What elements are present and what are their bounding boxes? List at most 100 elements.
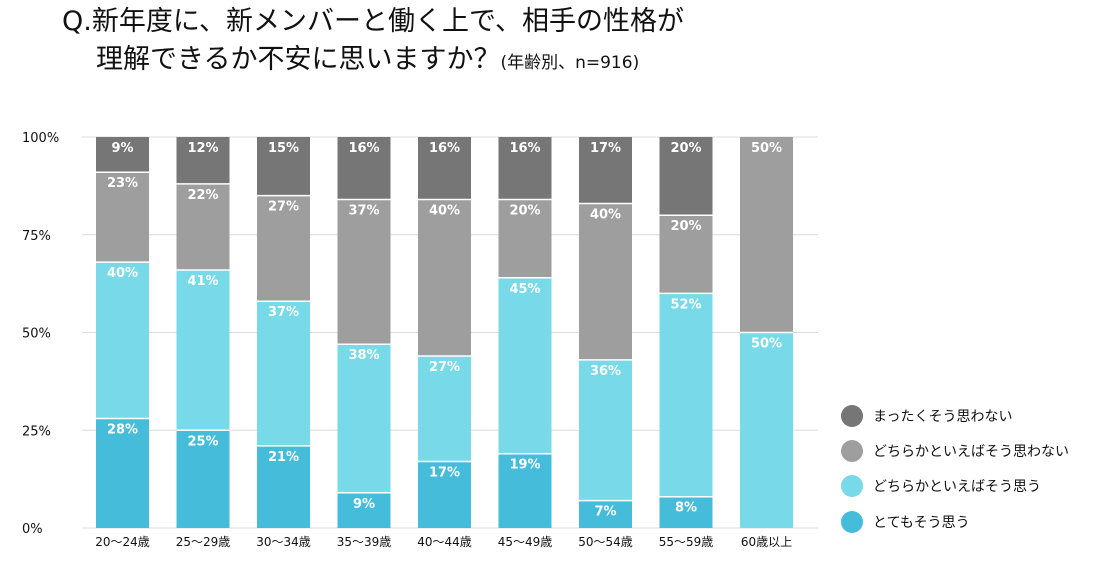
data-label: 22% bbox=[187, 188, 218, 203]
bar-segment bbox=[659, 496, 713, 528]
legend-item: まったくそう思わない bbox=[841, 398, 1069, 433]
legend-label: どちらかといえばそう思わない bbox=[873, 443, 1069, 460]
bar-segment bbox=[176, 269, 230, 431]
bar-segment bbox=[257, 445, 310, 528]
chart-title-main: 理解できるか不安に思いますか？ bbox=[96, 44, 501, 75]
data-label: 9% bbox=[111, 141, 133, 156]
data-label: 40% bbox=[107, 266, 138, 281]
bar-segment bbox=[337, 137, 391, 200]
bar-segment bbox=[418, 199, 471, 356]
bar-segment bbox=[498, 199, 552, 278]
legend-label: まったくそう思わない bbox=[873, 408, 1013, 425]
data-label: 7% bbox=[594, 505, 616, 520]
data-label: 17% bbox=[429, 466, 460, 481]
data-label: 50% bbox=[751, 337, 782, 352]
legend-swatch bbox=[841, 510, 863, 533]
data-label: 41% bbox=[187, 274, 218, 289]
bar-segment bbox=[176, 183, 230, 270]
bar-segment bbox=[337, 492, 391, 528]
x-tick-label: 45〜49歳 bbox=[498, 535, 553, 549]
x-axis: 20〜24歳 25〜29歳 30〜34歳 35〜39歳 40〜44歳 45〜49歳 50〜5… bbox=[95, 535, 792, 549]
data-label: 9% bbox=[353, 497, 375, 512]
data-label: 38% bbox=[348, 348, 379, 363]
bar-segment bbox=[176, 430, 230, 528]
bar-segment bbox=[257, 301, 310, 446]
x-tick-label: 40〜44歳 bbox=[417, 535, 472, 549]
bar-segment bbox=[659, 137, 713, 216]
y-tick-label: 50% bbox=[22, 327, 51, 342]
bar-segment bbox=[579, 500, 632, 528]
data-label: 20% bbox=[670, 219, 701, 234]
bar-segment bbox=[579, 137, 632, 204]
data-label: 8% bbox=[675, 501, 697, 516]
x-tick-label: 25〜29歳 bbox=[176, 535, 231, 549]
x-tick-label: 50〜54歳 bbox=[578, 535, 633, 549]
legend-swatch bbox=[841, 439, 863, 462]
data-label: 20% bbox=[670, 141, 701, 156]
data-label: 12% bbox=[187, 141, 218, 156]
bar-segment bbox=[418, 355, 471, 462]
chart-title-line2: 理解できるか不安に思いますか？(年齢別、n=916) bbox=[96, 42, 639, 81]
legend-item: どちらかといえばそう思わない bbox=[841, 433, 1069, 468]
bar-segment bbox=[176, 137, 230, 184]
bar-segment bbox=[579, 359, 632, 501]
y-tick-label: 75% bbox=[22, 229, 51, 244]
legend-item: とてもそう思う bbox=[841, 504, 1069, 539]
chart-title-line1: Q.新年度に、新メンバーと働く上で、相手の性格が bbox=[62, 6, 684, 37]
legend-label: どちらかといえばそう思う bbox=[873, 479, 1041, 496]
data-label: 16% bbox=[348, 141, 379, 156]
data-label: 16% bbox=[509, 141, 540, 156]
y-tick-label: 0% bbox=[22, 522, 43, 537]
data-label: 36% bbox=[590, 364, 621, 379]
bar-segment bbox=[659, 293, 713, 497]
data-label: 50% bbox=[751, 141, 782, 156]
legend: まったくそう思わないどちらかといえばそう思わない どちらかといえばそう思う とてもそ… bbox=[841, 398, 1069, 539]
data-label: 27% bbox=[429, 360, 460, 375]
bar-segment bbox=[579, 203, 632, 360]
data-label: 28% bbox=[107, 423, 138, 438]
y-tick-label: 25% bbox=[22, 424, 51, 439]
data-label: 37% bbox=[268, 305, 299, 320]
legend-swatch bbox=[841, 475, 863, 498]
data-label: 27% bbox=[268, 200, 299, 215]
y-axis: 0% 25% 50% 75% 100% bbox=[22, 131, 59, 537]
legend-label: とてもそう思う bbox=[873, 514, 970, 531]
data-label: 40% bbox=[590, 207, 621, 222]
bar-segment bbox=[740, 137, 793, 333]
data-label: 45% bbox=[509, 282, 540, 297]
bar-segment bbox=[96, 137, 149, 173]
chart-title-note: (年齢別、n=916) bbox=[500, 53, 640, 73]
bar-segment bbox=[418, 461, 471, 528]
x-tick-label: 60歳以上 bbox=[741, 535, 792, 549]
bar-segment bbox=[418, 137, 471, 200]
data-label: 40% bbox=[429, 204, 460, 219]
bar-segment bbox=[498, 137, 552, 200]
y-tick-label: 100% bbox=[22, 131, 59, 146]
legend-swatch bbox=[841, 404, 863, 427]
bar-segment bbox=[257, 137, 310, 196]
data-label: 17% bbox=[590, 141, 621, 156]
x-tick-label: 35〜39歳 bbox=[337, 535, 392, 549]
bar-segment bbox=[659, 215, 713, 294]
x-tick-label: 55〜59歳 bbox=[659, 535, 714, 549]
bar-segment bbox=[96, 418, 149, 528]
bar-segment bbox=[257, 195, 310, 302]
bar-segment bbox=[498, 453, 552, 528]
bars: 28% 40% 23% 9% 25% 41% 22% 12% 21% 37% 27% 15% 9% 38%… bbox=[96, 137, 793, 528]
data-label: 15% bbox=[268, 141, 299, 156]
x-tick-label: 20〜24歳 bbox=[95, 535, 150, 549]
bar-segment bbox=[740, 332, 793, 528]
data-label: 52% bbox=[670, 297, 701, 312]
data-label: 37% bbox=[348, 204, 379, 219]
bar-segment bbox=[337, 199, 391, 345]
data-label: 25% bbox=[187, 434, 218, 449]
data-label: 16% bbox=[429, 141, 460, 156]
bar-segment bbox=[96, 262, 149, 419]
bar-segment bbox=[498, 277, 552, 454]
data-label: 19% bbox=[509, 458, 540, 473]
data-label: 20% bbox=[509, 204, 540, 219]
x-tick-label: 30〜34歳 bbox=[256, 535, 311, 549]
data-label: 21% bbox=[268, 450, 299, 465]
bar-segment bbox=[96, 172, 149, 263]
